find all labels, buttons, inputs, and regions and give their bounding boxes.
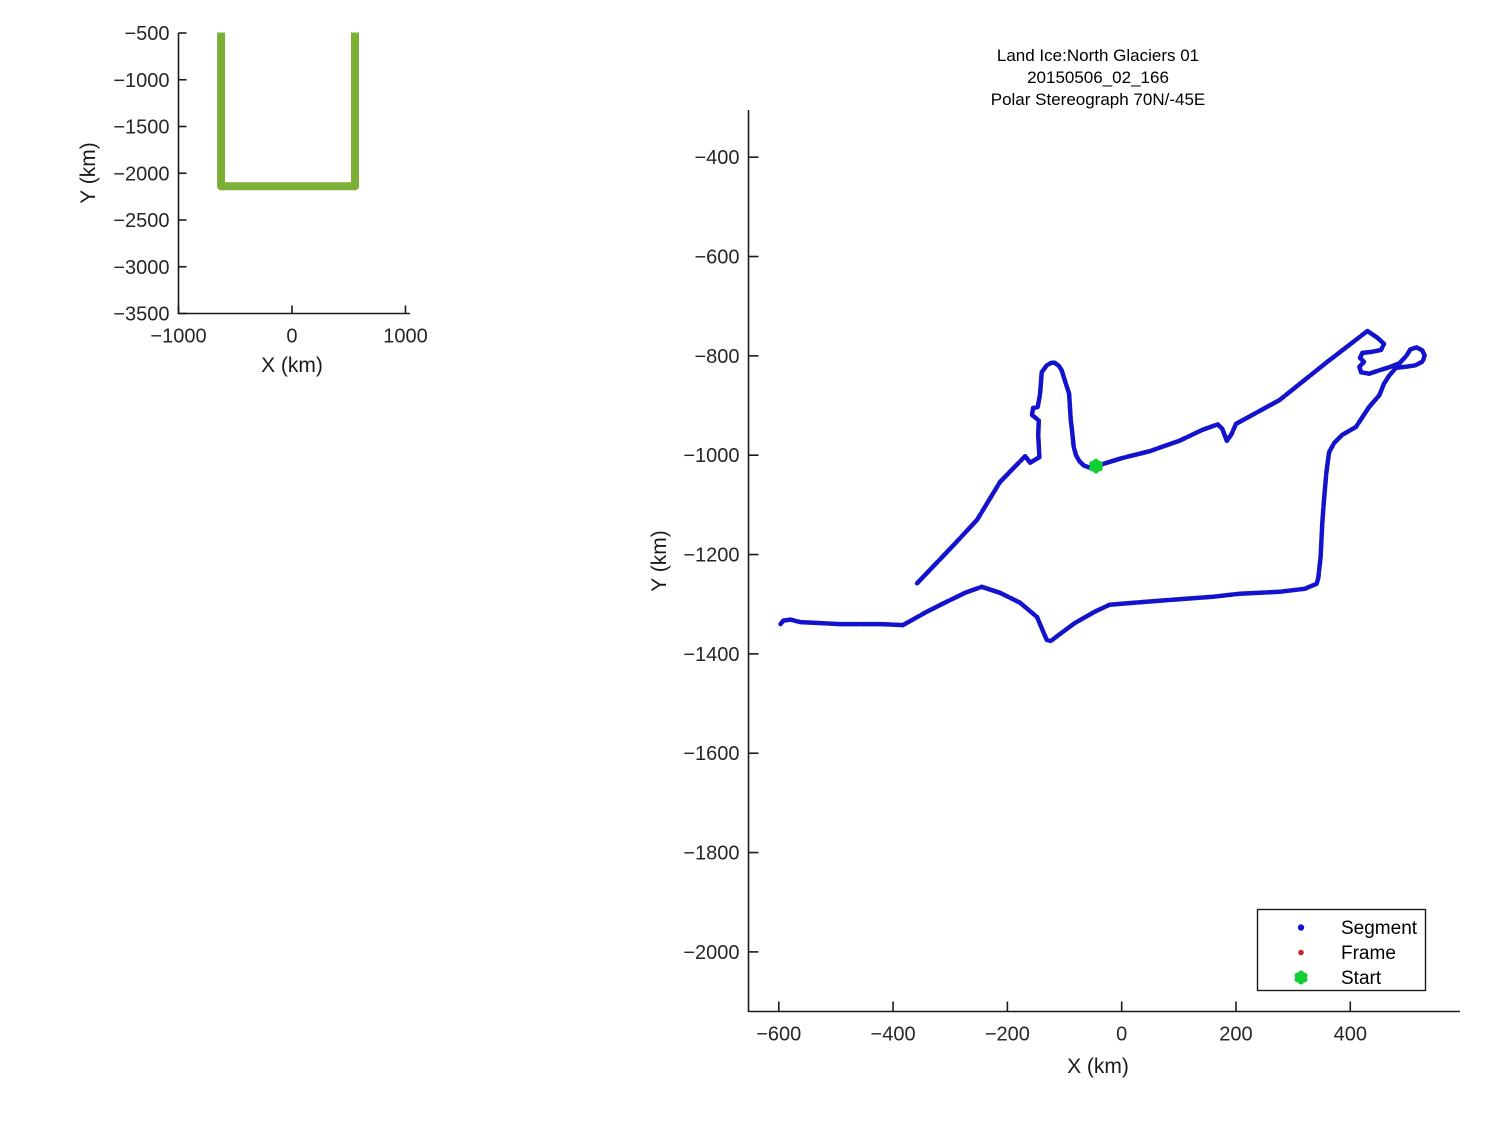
y-tick-label: −3000 (113, 257, 169, 279)
y-tick-label: −500 (124, 23, 169, 45)
flight-track-chart: −600 −400 −200 0 200 400−400−600−800−1000−120… (648, 46, 1460, 1078)
legend-frame-marker-icon (1298, 949, 1304, 956)
main-y-axis-label: Y (km) (648, 530, 671, 591)
y-tick-label: −2000 (683, 942, 739, 964)
axis-spines (747, 110, 1460, 1013)
start-burst-glyph (1294, 970, 1308, 985)
x-tick-label: −400 (871, 1024, 916, 1046)
overview-chart: −1000 0 1000 −500 −1000 −1500 −2000 −2500 −3000 −… (77, 23, 428, 377)
overview-y-axis-label: Y (km) (77, 142, 100, 203)
y-tick-label: −2500 (113, 210, 169, 232)
coverage-outline-path (217, 32, 359, 191)
x-tick-label: −600 (756, 1024, 801, 1046)
axis-spines (177, 33, 410, 315)
y-tick-label: −2000 (113, 163, 169, 185)
start-marker (1089, 458, 1103, 474)
legend-start-marker-icon (1294, 970, 1308, 985)
legend: Segment Frame Start (1256, 908, 1427, 992)
x-tick-label: 0 (286, 326, 297, 348)
y-tick-label: −400 (694, 147, 739, 169)
x-tick-label: 1000 (383, 326, 428, 348)
flight-track-generated: −600 −400 −200 0 200 400−400−600−800−1000−120… (683, 110, 1460, 1046)
y-tick-label: −1800 (683, 843, 739, 865)
y-tick-label: −1200 (683, 545, 739, 567)
y-tick-label: −800 (694, 346, 739, 368)
y-tick-label: −1600 (683, 743, 739, 765)
main-x-axis-label: X (km) (1067, 1055, 1129, 1078)
overview-generated: −1000 0 1000 −500 −1000 −1500 −2000 −2500 −3000 −… (113, 23, 427, 348)
x-tick-label: −1000 (150, 326, 206, 348)
y-tick-label: −1400 (683, 644, 739, 666)
y-tick-label: −3500 (113, 304, 169, 326)
legend-segment-label: Segment (1341, 918, 1418, 939)
segment-track-path (778, 328, 1427, 644)
legend-start-label: Start (1341, 968, 1382, 989)
chart-title-line-3: Polar Stereograph 70N/-45E (991, 90, 1206, 109)
y-tick-label: −1000 (683, 445, 739, 467)
y-tick-label: −1500 (113, 117, 169, 139)
y-tick-label: −600 (694, 247, 739, 269)
chart-title-line-1: Land Ice:North Glaciers 01 (997, 46, 1199, 65)
chart-title-line-2: 20150506_02_166 (1027, 68, 1169, 87)
y-tick-label: −1000 (113, 70, 169, 92)
legend-box (1256, 908, 1427, 992)
plot-area-series (217, 32, 359, 191)
legend-segment-marker-icon (1297, 924, 1305, 931)
x-tick-label: 0 (1116, 1024, 1127, 1046)
plot-area-series (778, 328, 1427, 644)
x-tick-label: 200 (1219, 1024, 1252, 1046)
x-tick-label: −200 (985, 1024, 1030, 1046)
x-tick-label: 400 (1334, 1024, 1367, 1046)
legend-frame-label: Frame (1341, 943, 1396, 964)
overview-x-axis-label: X (km) (261, 354, 323, 377)
